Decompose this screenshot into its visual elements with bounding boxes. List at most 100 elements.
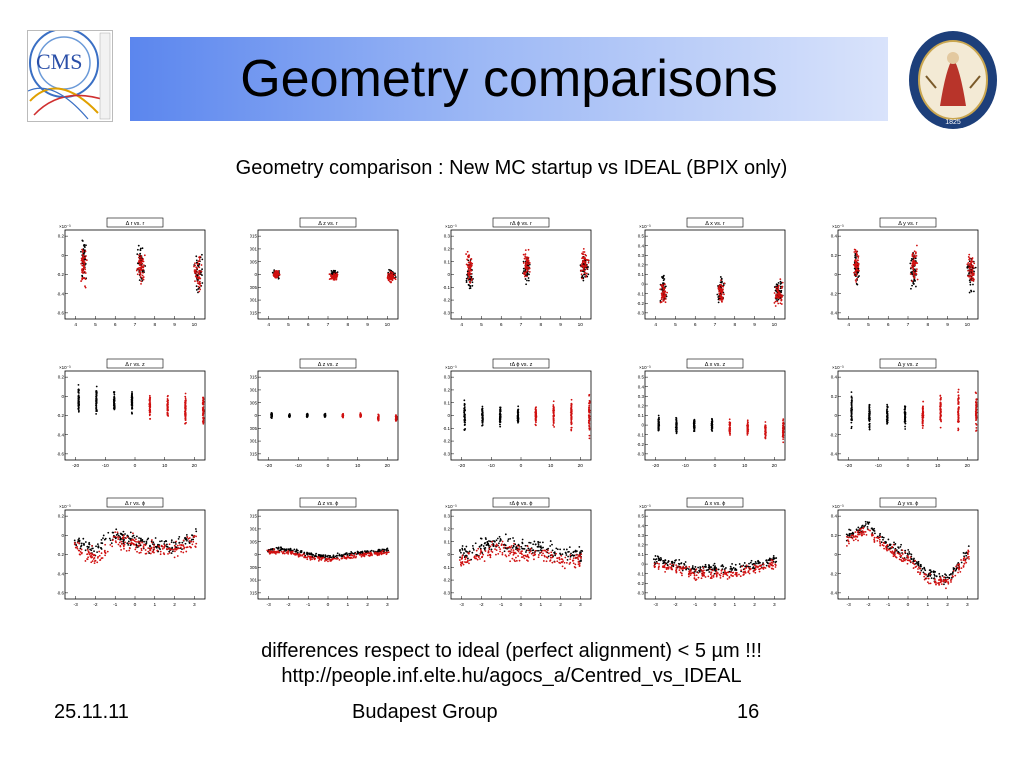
scatter-plot: Δ z vs. r0.00150.0010.00050-0.0005-0.001…	[250, 217, 399, 328]
data-point	[588, 428, 591, 431]
data-point	[746, 428, 749, 431]
data-point	[176, 544, 179, 547]
data-point	[132, 534, 135, 537]
data-point	[75, 544, 78, 547]
data-point	[109, 543, 112, 546]
y-tick-label: -0.2	[57, 272, 64, 277]
data-point	[910, 259, 913, 262]
data-point	[886, 408, 888, 411]
data-point	[885, 420, 888, 423]
data-point	[552, 410, 555, 413]
data-point	[782, 424, 784, 427]
data-point	[194, 528, 197, 530]
data-point	[850, 421, 853, 424]
data-point	[270, 548, 272, 551]
data-point	[498, 412, 501, 415]
data-point	[165, 548, 168, 550]
data-point	[661, 295, 664, 298]
data-point	[939, 395, 942, 397]
plot-title: Δ x vs. r	[705, 221, 725, 227]
data-point	[972, 283, 974, 286]
data-point	[663, 278, 666, 280]
data-point	[499, 408, 501, 411]
data-point	[125, 537, 127, 540]
data-point	[957, 403, 959, 405]
data-point	[971, 279, 974, 281]
data-point	[166, 395, 169, 398]
data-point	[581, 263, 583, 265]
data-point	[957, 401, 960, 404]
data-point	[394, 415, 397, 418]
data-point	[957, 416, 960, 419]
data-point	[113, 399, 116, 402]
data-point	[972, 264, 974, 267]
data-point	[330, 276, 333, 278]
data-point	[90, 549, 93, 552]
data-point	[851, 400, 853, 403]
plot-title-box	[879, 217, 937, 228]
data-point	[196, 267, 199, 270]
data-point	[721, 298, 724, 301]
x-tick-label: -1	[113, 602, 118, 608]
data-point	[855, 282, 858, 285]
x-tick-label: 0	[520, 463, 523, 469]
y-tick-label: 0.001	[250, 527, 257, 532]
cms-logo: CMS	[27, 28, 113, 122]
data-point	[118, 541, 121, 544]
data-point	[194, 546, 197, 548]
data-point	[179, 544, 181, 546]
data-point	[904, 425, 906, 428]
data-point	[147, 537, 150, 540]
data-point	[359, 414, 362, 417]
scatter-panel: Δ z vs. z0.00150.0010.00050-0.0005-0.001…	[250, 358, 405, 476]
data-point	[958, 406, 960, 409]
data-point	[78, 537, 80, 540]
data-point	[82, 537, 85, 540]
data-point	[195, 530, 198, 533]
data-point	[177, 547, 180, 550]
data-point	[159, 553, 162, 556]
x-tick-label: 8	[346, 322, 349, 328]
data-point	[372, 550, 375, 553]
plot-title-box	[879, 358, 937, 369]
data-point	[910, 271, 913, 274]
y-tick-label: -0.4	[57, 432, 64, 437]
data-point	[967, 269, 970, 272]
data-point	[939, 405, 942, 407]
data-point	[666, 291, 668, 294]
data-point	[140, 280, 143, 283]
data-point	[970, 259, 973, 262]
x-tick-label: -20	[265, 463, 272, 469]
scatter-panel: Δ z vs. ϕ0.00150.0010.00050-0.0005-0.001…	[250, 497, 405, 615]
y-tick-label: 0.3	[638, 253, 645, 258]
data-point	[721, 291, 723, 294]
data-point	[967, 256, 970, 258]
data-point	[904, 406, 907, 409]
data-point	[499, 410, 502, 413]
data-point	[527, 261, 530, 263]
data-point	[198, 273, 201, 276]
data-point	[868, 426, 871, 429]
data-point	[904, 428, 907, 430]
data-point	[195, 269, 197, 272]
data-point	[95, 406, 98, 409]
data-point	[300, 551, 302, 554]
y-tick-label: 0.001	[250, 247, 257, 252]
data-point	[854, 256, 857, 259]
data-point	[728, 418, 731, 421]
x-tick-label: 10	[965, 322, 971, 328]
data-point	[388, 268, 390, 271]
data-point	[972, 266, 975, 269]
plot-title: Δ y vs. r	[898, 221, 918, 227]
data-point	[776, 295, 779, 298]
data-point	[202, 416, 205, 419]
data-point	[662, 296, 665, 299]
data-point	[130, 402, 133, 405]
data-point	[780, 295, 783, 298]
y-tick-label: -0.1	[637, 432, 644, 437]
data-point	[746, 430, 749, 432]
data-point	[469, 276, 472, 279]
data-point	[394, 272, 396, 275]
data-point	[855, 251, 858, 254]
data-point	[148, 396, 151, 399]
